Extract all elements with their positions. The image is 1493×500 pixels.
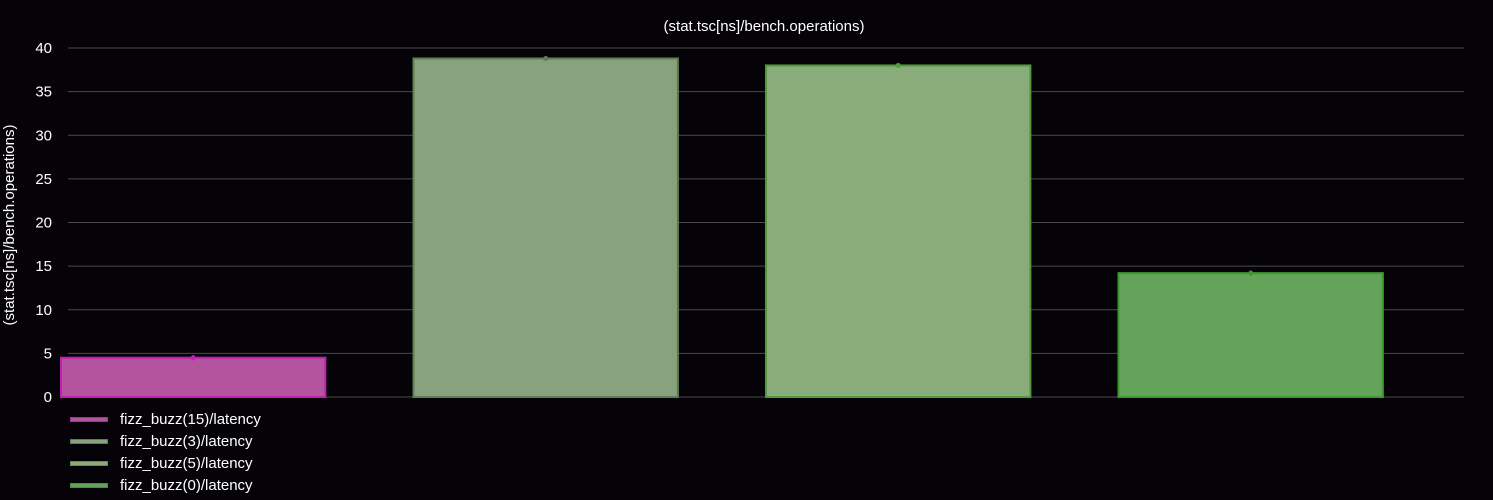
- legend-item[interactable]: fizz_buzz(0)/latency: [70, 476, 261, 494]
- legend-swatch: [70, 482, 108, 488]
- legend: fizz_buzz(15)/latency fizz_buzz(3)/latenc…: [70, 410, 261, 494]
- bars: [60, 55, 1384, 399]
- y-tick-label: 0: [44, 389, 52, 406]
- legend-label: fizz_buzz(3)/latency: [120, 432, 253, 450]
- legend-swatch: [70, 416, 108, 422]
- y-tick-label: 35: [35, 84, 52, 101]
- bar-fizz_buzz(0)/latency: [1117, 272, 1384, 399]
- y-tick-labels: 0 5 10 15 20 25 30 35 40: [35, 40, 52, 406]
- legend-item[interactable]: fizz_buzz(3)/latency: [70, 432, 261, 450]
- legend-label: fizz_buzz(0)/latency: [120, 476, 253, 494]
- y-tick-label: 5: [44, 345, 52, 362]
- y-tick-label: 15: [35, 258, 52, 275]
- y-tick-label: 30: [35, 127, 52, 144]
- y-tick-label: 10: [35, 302, 52, 319]
- legend-swatch: [70, 438, 108, 444]
- error-marker-fizz_buzz(5)/latency: [895, 62, 901, 68]
- legend-swatch: [70, 460, 108, 466]
- error-marker-fizz_buzz(15)/latency: [190, 355, 196, 361]
- bar-fizz_buzz(15)/latency: [60, 356, 327, 398]
- chart-title: (stat.tsc[ns]/bench.operations): [664, 18, 865, 35]
- legend-label: fizz_buzz(15)/latency: [120, 410, 261, 428]
- y-tick-label: 20: [35, 215, 52, 232]
- error-marker-fizz_buzz(0)/latency: [1248, 270, 1254, 276]
- legend-item[interactable]: fizz_buzz(5)/latency: [70, 454, 261, 472]
- y-axis-label: (stat.tsc[ns]/bench.operations): [1, 125, 18, 326]
- y-tick-label: 25: [35, 171, 52, 188]
- bar-fizz_buzz(5)/latency: [765, 64, 1032, 398]
- error-marker-fizz_buzz(3)/latency: [543, 55, 549, 61]
- bar-fizz_buzz(3)/latency: [412, 57, 679, 398]
- legend-label: fizz_buzz(5)/latency: [120, 454, 253, 472]
- y-tick-label: 40: [35, 40, 52, 57]
- legend-item[interactable]: fizz_buzz(15)/latency: [70, 410, 261, 428]
